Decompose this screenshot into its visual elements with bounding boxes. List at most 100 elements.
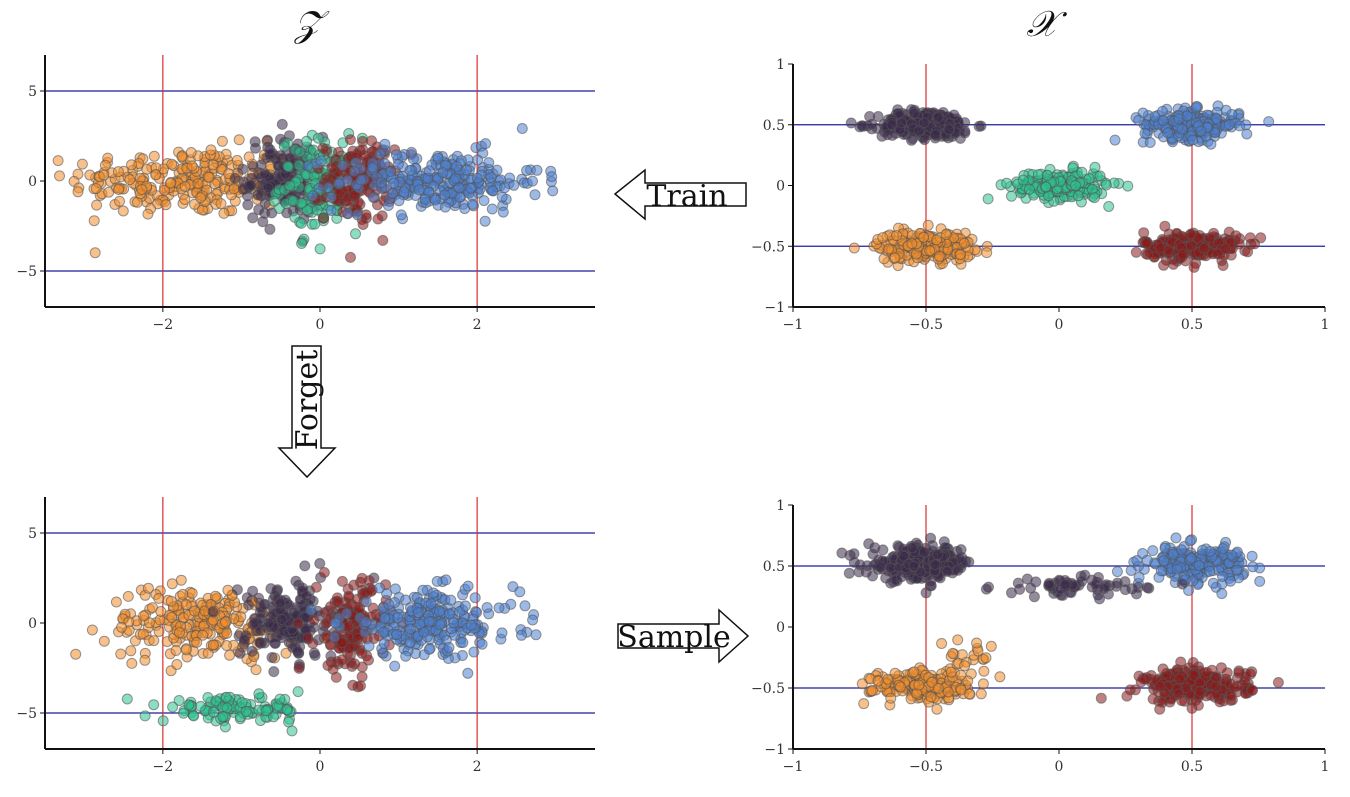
point-blue bbox=[499, 182, 511, 194]
point-green bbox=[217, 711, 229, 723]
point-blue bbox=[460, 164, 472, 176]
point-blue bbox=[419, 193, 431, 205]
point-purple bbox=[262, 134, 273, 146]
point-blue bbox=[1263, 116, 1275, 128]
point-green bbox=[314, 243, 326, 255]
point-purple bbox=[856, 120, 868, 132]
point-blue bbox=[417, 584, 429, 596]
point-purple bbox=[896, 571, 907, 583]
point-red bbox=[1245, 668, 1257, 680]
point-purple bbox=[1176, 578, 1188, 590]
point-orange bbox=[906, 238, 918, 250]
point-orange bbox=[164, 177, 176, 189]
point-orange bbox=[91, 199, 103, 211]
point-orange bbox=[90, 183, 102, 194]
point-blue bbox=[1204, 565, 1216, 577]
point-purple bbox=[242, 199, 254, 211]
sample-arrow: Sample bbox=[617, 608, 750, 664]
point-purple bbox=[262, 182, 274, 194]
point-red bbox=[1161, 667, 1172, 679]
point-purple bbox=[264, 223, 276, 235]
point-orange bbox=[931, 703, 943, 715]
point-blue bbox=[387, 187, 398, 199]
point-blue bbox=[322, 182, 334, 194]
point-red bbox=[1185, 228, 1197, 240]
point-purple bbox=[882, 129, 894, 141]
point-red bbox=[1159, 220, 1171, 232]
point-blue bbox=[355, 174, 367, 186]
point-purple bbox=[892, 540, 904, 552]
point-blue bbox=[412, 607, 424, 619]
point-red bbox=[1188, 669, 1200, 681]
point-orange bbox=[981, 247, 993, 259]
point-green bbox=[1006, 190, 1017, 202]
point-blue bbox=[530, 629, 542, 641]
point-orange bbox=[189, 198, 200, 210]
train-arrow-label: Train bbox=[646, 179, 727, 214]
point-blue bbox=[471, 172, 483, 184]
point-orange bbox=[126, 657, 138, 669]
point-purple bbox=[1141, 582, 1153, 594]
point-red bbox=[1198, 242, 1210, 254]
point-orange bbox=[185, 147, 197, 158]
point-purple bbox=[1025, 582, 1037, 594]
point-purple bbox=[854, 559, 866, 571]
point-orange bbox=[191, 636, 203, 648]
point-orange bbox=[52, 155, 64, 167]
point-purple bbox=[866, 118, 878, 130]
point-orange bbox=[195, 192, 207, 204]
panel-data-sample: −1 −0.5 0 0.5 1 −1 −0.5 0 0.5 1 bbox=[751, 498, 1329, 775]
point-blue bbox=[325, 205, 337, 216]
point-orange bbox=[124, 174, 136, 186]
point-blue bbox=[1157, 105, 1168, 117]
point-blue bbox=[388, 177, 400, 189]
point-red bbox=[1157, 696, 1168, 708]
point-red bbox=[1154, 680, 1166, 692]
point-red bbox=[318, 567, 330, 578]
point-purple bbox=[252, 189, 264, 201]
point-red bbox=[363, 575, 375, 587]
panel-data-train: −1 −0.5 0 0.5 1 −1 −0.5 0 0.5 1 bbox=[751, 57, 1329, 333]
point-blue bbox=[307, 190, 319, 202]
point-purple bbox=[938, 536, 950, 548]
point-green bbox=[296, 238, 308, 249]
point-purple bbox=[258, 599, 270, 611]
point-blue bbox=[432, 152, 444, 164]
y-tick-label: −0.5 bbox=[751, 239, 785, 255]
point-red bbox=[336, 654, 348, 666]
point-orange bbox=[166, 158, 178, 170]
point-red bbox=[1192, 699, 1204, 711]
point-green bbox=[1076, 166, 1088, 178]
panel-latent-train: −2 0 2 −5 0 5 bbox=[16, 55, 595, 333]
point-purple bbox=[234, 647, 246, 659]
point-green bbox=[274, 693, 286, 705]
point-purple bbox=[1098, 583, 1110, 594]
point-blue bbox=[472, 154, 484, 166]
point-orange bbox=[179, 181, 191, 192]
point-purple bbox=[231, 584, 243, 596]
point-purple bbox=[1006, 587, 1017, 599]
point-orange bbox=[177, 588, 189, 600]
point-purple bbox=[1131, 588, 1142, 600]
point-red bbox=[321, 171, 333, 183]
point-green bbox=[278, 140, 290, 152]
point-orange bbox=[205, 144, 217, 156]
point-orange bbox=[176, 151, 188, 163]
point-purple bbox=[292, 645, 304, 657]
point-blue bbox=[486, 203, 498, 215]
point-blue bbox=[325, 191, 337, 203]
point-orange bbox=[891, 230, 903, 242]
point-blue bbox=[342, 174, 354, 186]
point-red bbox=[1221, 667, 1233, 679]
point-green bbox=[1033, 169, 1044, 181]
point-blue bbox=[379, 612, 391, 624]
point-orange bbox=[224, 649, 236, 661]
point-red bbox=[308, 614, 320, 626]
point-blue bbox=[1157, 115, 1169, 126]
point-purple bbox=[259, 168, 271, 180]
point-orange bbox=[136, 184, 148, 195]
point-red bbox=[1272, 677, 1284, 688]
point-orange bbox=[203, 171, 215, 183]
point-blue bbox=[342, 207, 354, 219]
